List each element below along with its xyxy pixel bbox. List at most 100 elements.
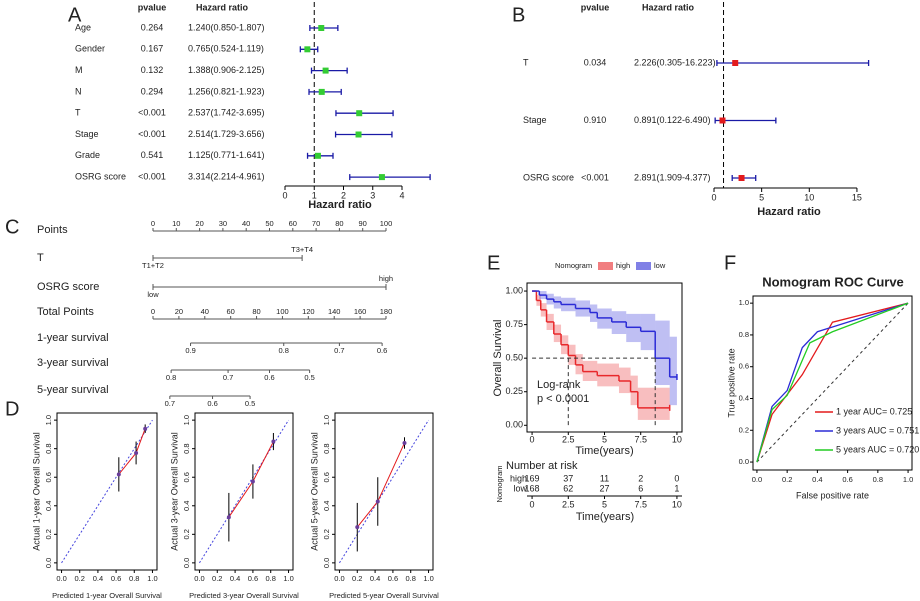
y-axis-label: Overall Survival: [492, 319, 504, 396]
level-label: high: [379, 274, 393, 283]
p-value: 0.541: [141, 150, 164, 160]
y-tick-label: 0.2: [322, 529, 331, 539]
y-tick-label: 0.8: [44, 443, 53, 453]
x-tick-label: 10: [804, 192, 814, 202]
x-tick-label: 0.4: [93, 574, 103, 583]
y-tick-label: 0.8: [739, 330, 749, 339]
annotation: Log-rank: [537, 379, 581, 391]
row-label: Age: [75, 22, 91, 32]
risk-count: 0: [674, 473, 679, 483]
hazard-ratio-point: [318, 25, 325, 31]
y-tick-label: 0.0: [44, 558, 53, 568]
x-axis-label: Predicted 1-year Overall Survival: [52, 591, 162, 600]
hazard-ratio-point: [356, 110, 363, 117]
calibration-line: [228, 441, 274, 518]
p-value: <0.001: [138, 129, 166, 139]
p-value: 0.264: [141, 22, 164, 32]
p-value: 0.132: [141, 65, 164, 75]
row-label: Stage: [75, 129, 99, 139]
hazard-ratio-text: 1.125(0.771-1.641): [188, 150, 265, 160]
row-label: T: [75, 108, 81, 118]
y-tick-label: 0.6: [182, 472, 191, 482]
y-tick-label: 0.2: [739, 425, 749, 434]
y-axis-label: True positive rate: [726, 348, 736, 417]
risk-count: 6: [638, 483, 643, 493]
x-tick-label: 0.6: [388, 574, 398, 583]
legend-label: high: [616, 261, 630, 270]
y-axis-label: Actual 1-year Overall Survival: [31, 432, 41, 551]
calibration-point: [355, 525, 360, 530]
scale-tick-label: 100: [276, 307, 289, 316]
hazard-ratio-point: [738, 175, 745, 181]
x-axis-label: Hazard ratio: [308, 199, 372, 211]
risk-tick-label: 0: [530, 499, 535, 509]
p-value: 0.167: [141, 44, 164, 54]
x-tick-label: 15: [852, 192, 862, 202]
risk-count: 37: [563, 473, 573, 483]
x-tick-label: 1.0: [147, 574, 157, 583]
x-tick-label: 0.0: [334, 574, 344, 583]
y-tick-label: 0.8: [182, 443, 191, 453]
x-tick-label: 0.2: [782, 475, 792, 484]
risk-count: 62: [563, 483, 573, 493]
p-value: <0.001: [138, 171, 166, 181]
row-label: OSRG score: [523, 172, 574, 182]
column-header: pvalue: [581, 2, 610, 12]
scale-tick-label: 80: [252, 307, 260, 316]
legend-title: Nomogram: [555, 261, 592, 270]
hazard-ratio-text: 0.891(0.122-6.490): [634, 115, 711, 125]
y-axis-label: Actual 5-year Overall Survival: [309, 432, 319, 551]
row-label: Stage: [523, 115, 547, 125]
scale-tick-label: 30: [219, 219, 227, 228]
panel-letter: A: [68, 4, 82, 26]
risk-tick-label: 5: [602, 499, 607, 509]
x-tick-label: 0.4: [230, 574, 240, 583]
scale-tick-label: 140: [328, 307, 341, 316]
row-label: 1-year survival: [37, 332, 109, 344]
y-tick-label: 0.4: [322, 501, 331, 511]
level-label: T1+T2: [142, 261, 164, 270]
y-tick-label: 0.8: [322, 443, 331, 453]
survival-tick-label: 0.8: [166, 373, 176, 382]
risk-y-label: Nomogram: [495, 465, 504, 502]
calibration-line: [356, 442, 405, 528]
x-tick-label: 1.0: [903, 475, 913, 484]
plot-frame: [752, 295, 913, 471]
panel-letter: C: [5, 216, 19, 238]
risk-tick-label: 2.5: [562, 499, 575, 509]
scale-tick-label: 40: [242, 219, 250, 228]
y-tick-label: 0.6: [322, 472, 331, 482]
risk-count: 11: [600, 473, 609, 483]
risk-count: 169: [525, 473, 540, 483]
y-tick-label: 1.0: [322, 415, 331, 425]
survival-tick-label: 0.7: [165, 399, 175, 408]
survival-tick-label: 0.6: [207, 399, 217, 408]
y-tick-label: 1.0: [44, 415, 53, 425]
legend-label: 1 year AUC= 0.725: [836, 406, 912, 416]
x-tick-label: 3: [370, 190, 375, 200]
hazard-ratio-point: [732, 60, 739, 66]
p-value: <0.001: [581, 172, 609, 182]
scale-tick-label: 80: [335, 219, 343, 228]
risk-count: 2: [638, 473, 643, 483]
risk-count: 27: [599, 483, 609, 493]
risk-tick-label: 10: [672, 499, 682, 509]
x-tick-label: 0: [711, 192, 716, 202]
risk-title: Number at risk: [506, 460, 578, 472]
scale-tick-label: 10: [172, 219, 180, 228]
risk-count: 1: [674, 483, 679, 493]
roc-curve: [756, 302, 909, 463]
x-tick-label: 0.8: [266, 574, 276, 583]
risk-x-label: Time(years): [576, 511, 634, 523]
y-tick-label: 0.00: [505, 420, 523, 430]
survival-tick-label: 0.5: [304, 373, 314, 382]
row-label: Grade: [75, 150, 100, 160]
y-tick-label: 1.00: [505, 285, 523, 295]
y-tick-label: 1.0: [182, 415, 191, 425]
column-header: pvalue: [138, 2, 167, 12]
survival-tick-label: 0.7: [334, 346, 344, 355]
panel-letter: B: [512, 4, 525, 26]
y-tick-label: 0.2: [182, 529, 191, 539]
scale-tick-label: 160: [354, 307, 367, 316]
